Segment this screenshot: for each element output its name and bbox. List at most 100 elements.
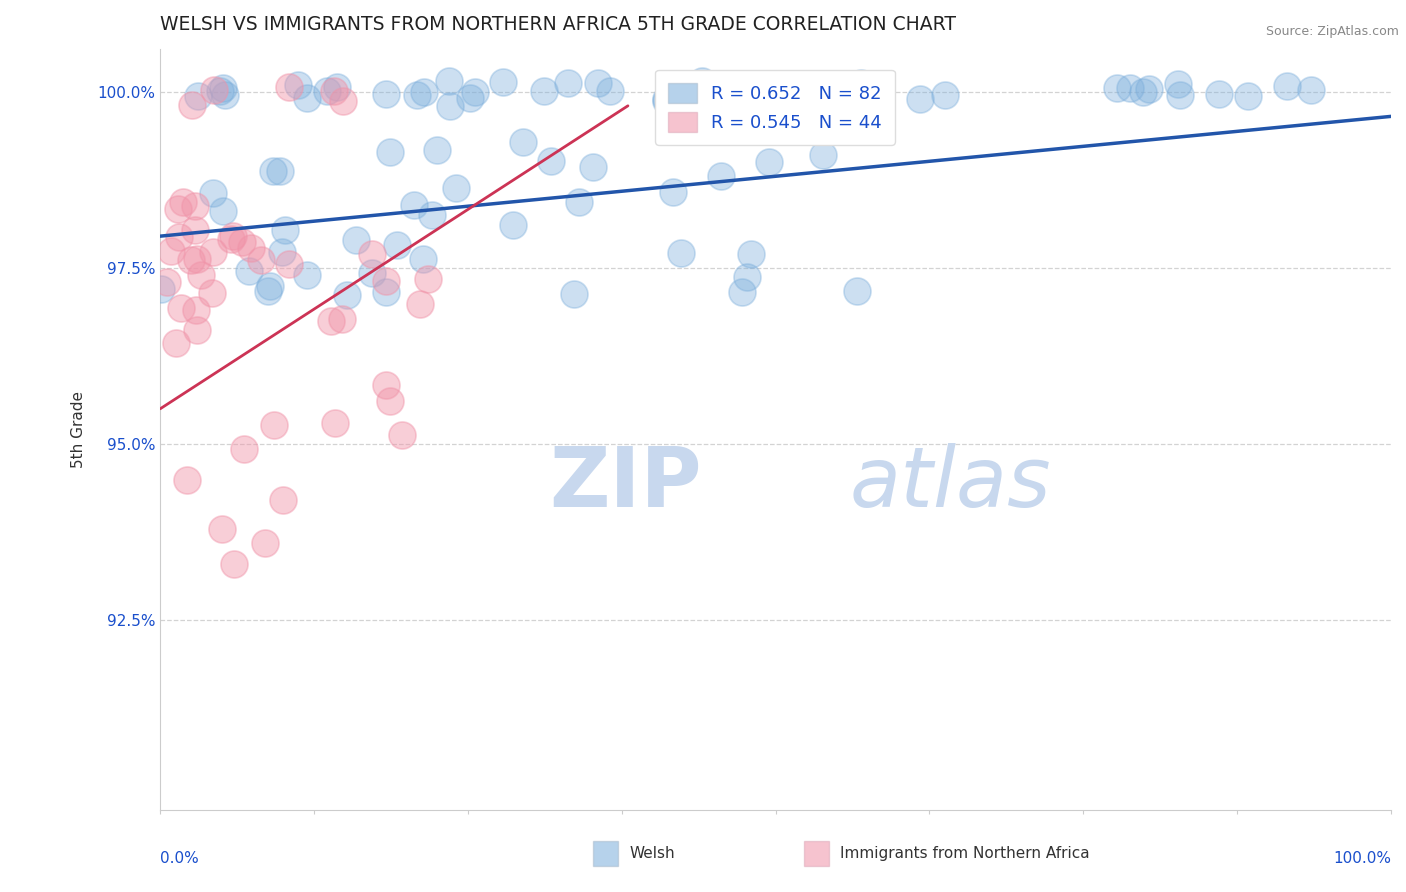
- Point: [845, 285, 868, 299]
- Point: [815, 83, 838, 97]
- Point: [336, 287, 359, 301]
- Point: [464, 85, 486, 99]
- Point: [582, 161, 605, 175]
- Point: [176, 473, 198, 487]
- Point: [391, 427, 413, 442]
- Point: [270, 245, 292, 260]
- Point: [863, 89, 886, 103]
- Point: [568, 194, 591, 209]
- Point: [211, 522, 233, 536]
- Point: [184, 302, 207, 317]
- Point: [323, 417, 346, 431]
- Point: [671, 246, 693, 260]
- Point: [409, 296, 432, 310]
- Point: [811, 148, 834, 162]
- Point: [222, 557, 245, 571]
- Point: [200, 286, 222, 301]
- Point: [262, 164, 284, 178]
- Point: [323, 84, 346, 98]
- Point: [330, 312, 353, 326]
- Point: [533, 84, 555, 98]
- Point: [278, 257, 301, 271]
- Point: [378, 145, 401, 160]
- Point: [439, 99, 461, 113]
- Point: [655, 94, 678, 108]
- Text: Immigrants from Northern Africa: Immigrants from Northern Africa: [841, 846, 1090, 861]
- Point: [202, 83, 225, 97]
- Point: [710, 169, 733, 184]
- Point: [378, 394, 401, 409]
- Point: [259, 279, 281, 293]
- Point: [183, 223, 205, 237]
- Point: [404, 197, 426, 211]
- Point: [1137, 82, 1160, 96]
- Point: [274, 223, 297, 237]
- Point: [277, 79, 299, 94]
- Point: [1105, 81, 1128, 95]
- Point: [599, 84, 621, 98]
- Point: [233, 442, 256, 457]
- Point: [853, 81, 876, 95]
- Point: [374, 285, 396, 300]
- Point: [934, 87, 956, 102]
- Point: [1275, 78, 1298, 93]
- Point: [263, 418, 285, 433]
- Point: [737, 270, 759, 285]
- Point: [502, 218, 524, 232]
- Point: [186, 252, 208, 266]
- Point: [655, 92, 678, 106]
- Point: [231, 235, 253, 249]
- Point: [295, 268, 318, 283]
- Point: [418, 272, 440, 286]
- Point: [744, 91, 766, 105]
- Point: [150, 282, 173, 296]
- Point: [405, 87, 427, 102]
- Point: [332, 95, 354, 109]
- Point: [908, 92, 931, 106]
- Point: [253, 535, 276, 549]
- Legend: R = 0.652   N = 82, R = 0.545   N = 44: R = 0.652 N = 82, R = 0.545 N = 44: [655, 70, 894, 145]
- Text: WELSH VS IMMIGRANTS FROM NORTHERN AFRICA 5TH GRADE CORRELATION CHART: WELSH VS IMMIGRANTS FROM NORTHERN AFRICA…: [160, 15, 956, 34]
- Point: [167, 230, 190, 244]
- Point: [326, 80, 349, 95]
- Point: [214, 88, 236, 103]
- Text: 100.0%: 100.0%: [1333, 851, 1391, 865]
- Point: [375, 274, 398, 288]
- Point: [212, 203, 235, 218]
- Point: [159, 244, 181, 258]
- Point: [846, 97, 869, 112]
- Point: [758, 154, 780, 169]
- Point: [201, 186, 224, 200]
- Point: [420, 208, 443, 222]
- Point: [316, 83, 339, 97]
- Point: [208, 84, 231, 98]
- Point: [512, 135, 534, 149]
- Point: [666, 87, 689, 101]
- Point: [540, 153, 562, 168]
- Point: [269, 164, 291, 178]
- Point: [1299, 83, 1322, 97]
- Point: [849, 76, 872, 90]
- Text: 0.0%: 0.0%: [160, 851, 200, 865]
- Point: [361, 266, 384, 280]
- Point: [557, 76, 579, 90]
- Point: [444, 181, 467, 195]
- Point: [172, 194, 194, 209]
- Point: [562, 287, 585, 301]
- Point: [375, 378, 398, 392]
- Point: [692, 74, 714, 88]
- Point: [156, 276, 179, 290]
- Point: [184, 199, 207, 213]
- Point: [586, 76, 609, 90]
- Point: [222, 228, 245, 243]
- Point: [385, 237, 408, 252]
- Point: [180, 253, 202, 268]
- Text: Source: ZipAtlas.com: Source: ZipAtlas.com: [1265, 25, 1399, 38]
- Point: [413, 85, 436, 99]
- Point: [492, 75, 515, 89]
- Point: [287, 78, 309, 92]
- Point: [1132, 86, 1154, 100]
- Point: [212, 80, 235, 95]
- Point: [271, 493, 294, 508]
- Point: [238, 263, 260, 277]
